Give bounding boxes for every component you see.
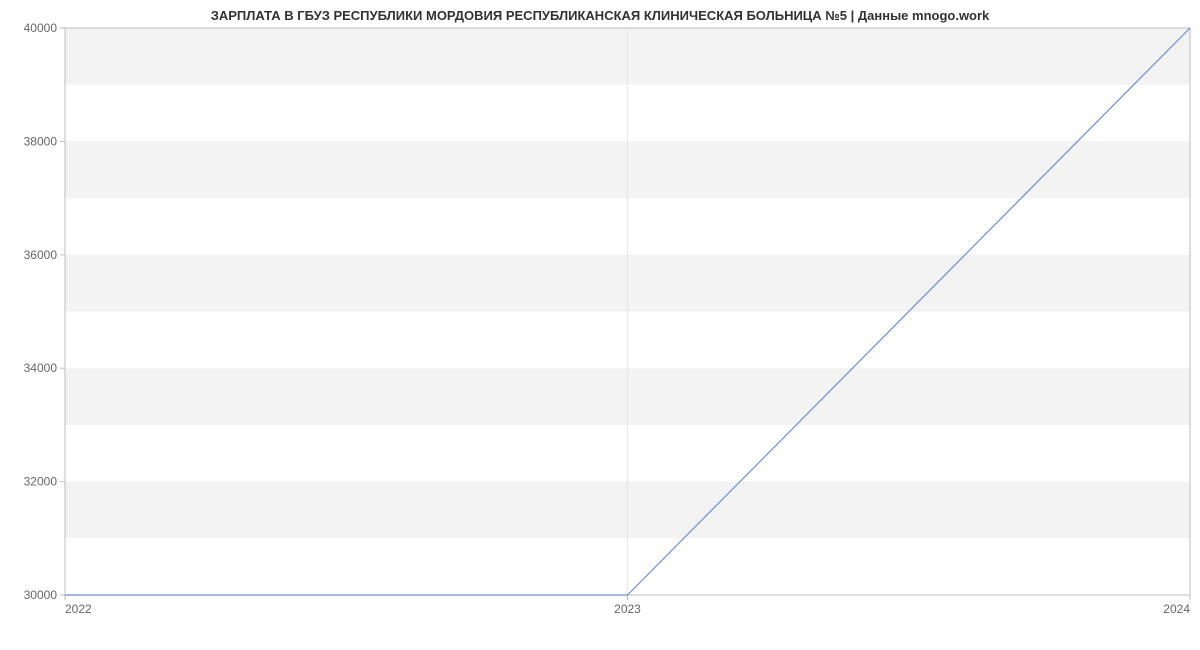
chart-svg: 30000 32000 34000 36000 38000 40000 2022 2023 20… [0,0,1200,650]
y-tick-label: 38000 [24,134,58,148]
y-tick-label: 32000 [24,475,58,489]
y-tick-label: 30000 [24,588,58,602]
y-tick-label: 36000 [24,248,58,262]
x-tick-label: 2022 [65,602,92,616]
y-tick-label: 40000 [24,21,58,35]
chart-container: ЗАРПЛАТА В ГБУЗ РЕСПУБЛИКИ МОРДОВИЯ РЕСП… [0,0,1200,650]
y-tick-label: 34000 [24,361,58,375]
x-tick-label: 2023 [614,602,641,616]
x-tick-label: 2024 [1163,602,1190,616]
